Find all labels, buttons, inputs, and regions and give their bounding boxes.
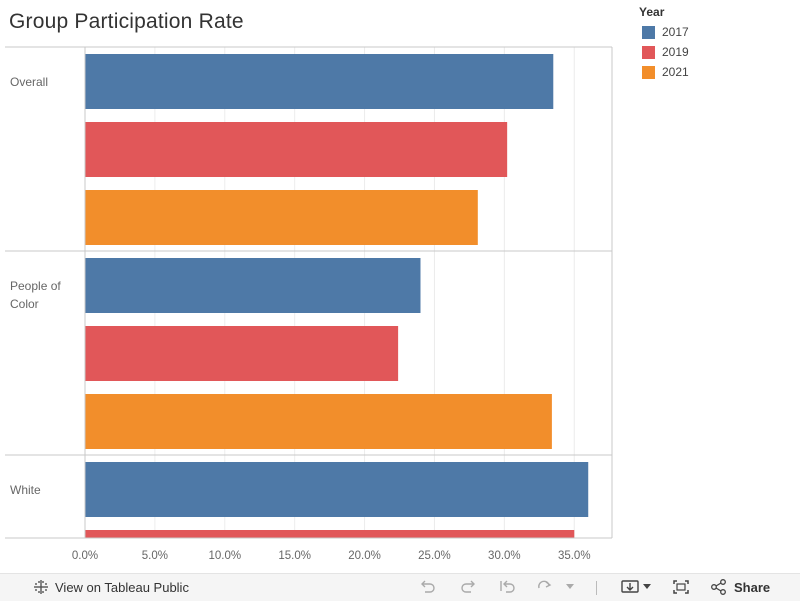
row-label-overall: Overall <box>10 75 48 89</box>
bar-white-2019[interactable] <box>85 530 575 575</box>
toolbar-separator <box>596 581 597 595</box>
bar-people-of-color-2021[interactable] <box>85 394 552 449</box>
share-label: Share <box>734 579 771 595</box>
share-icon <box>711 579 726 595</box>
x-tick-label: 0.0% <box>72 550 98 562</box>
bars <box>85 54 589 575</box>
download-dropdown-icon[interactable] <box>642 583 652 591</box>
refresh-icon[interactable] <box>536 579 554 595</box>
share-button[interactable]: Share <box>710 579 770 595</box>
chart-canvas: Overall People of Color White 0.0% 5.0% 10.0% 1… <box>5 46 613 575</box>
row-label-white: White <box>10 483 41 497</box>
row-label-people-of-color: Color <box>10 297 39 311</box>
view-on-tableau-public-button[interactable]: View on Tableau Public <box>33 579 189 595</box>
x-tick-label: 20.0% <box>348 550 381 562</box>
bar-people-of-color-2019[interactable] <box>85 326 399 381</box>
bar-white-2017[interactable] <box>85 462 589 517</box>
legend-label: 2017 <box>662 25 689 39</box>
legend-item-2017[interactable]: 2017 <box>639 22 689 42</box>
bar-people-of-color-2017[interactable] <box>85 258 421 313</box>
chart-title: Group Participation Rate <box>9 10 244 33</box>
x-tick-label: 10.0% <box>208 550 241 562</box>
legend-title: Year <box>639 5 665 19</box>
legend-item-2019[interactable]: 2019 <box>639 42 689 62</box>
refresh-dropdown-icon[interactable] <box>565 583 575 591</box>
bar-overall-2017[interactable] <box>85 54 554 109</box>
fullscreen-icon[interactable] <box>672 579 690 595</box>
redo-icon[interactable] <box>459 579 477 595</box>
legend-swatch <box>642 65 655 79</box>
x-tick-label: 30.0% <box>488 550 521 562</box>
legend-label: 2021 <box>662 65 689 79</box>
legend-swatch <box>642 45 655 59</box>
legend-swatch <box>642 25 655 39</box>
legend-label: 2019 <box>662 45 689 59</box>
legend: Year 2017 2019 2021 <box>639 5 689 82</box>
x-tick-label: 35.0% <box>558 550 591 562</box>
legend-item-2021[interactable]: 2021 <box>639 62 689 82</box>
download-icon[interactable] <box>621 579 639 595</box>
row-label-people-of-color: People of <box>10 279 61 293</box>
tableau-toolbar: View on Tableau Public <box>0 573 800 601</box>
bar-overall-2019[interactable] <box>85 122 508 177</box>
view-on-tableau-public-label: View on Tableau Public <box>55 579 189 595</box>
x-tick-label: 15.0% <box>278 550 311 562</box>
revert-icon[interactable] <box>499 579 517 595</box>
x-tick-label: 5.0% <box>142 550 168 562</box>
tableau-logo-icon <box>34 580 48 594</box>
undo-icon[interactable] <box>419 579 437 595</box>
x-tick-label: 25.0% <box>418 550 451 562</box>
bar-overall-2021[interactable] <box>85 190 478 245</box>
